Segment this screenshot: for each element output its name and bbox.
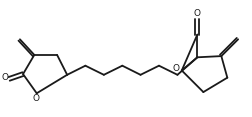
Text: O: O (1, 73, 8, 82)
Text: O: O (173, 64, 180, 73)
Text: O: O (194, 9, 201, 18)
Text: O: O (33, 94, 40, 103)
